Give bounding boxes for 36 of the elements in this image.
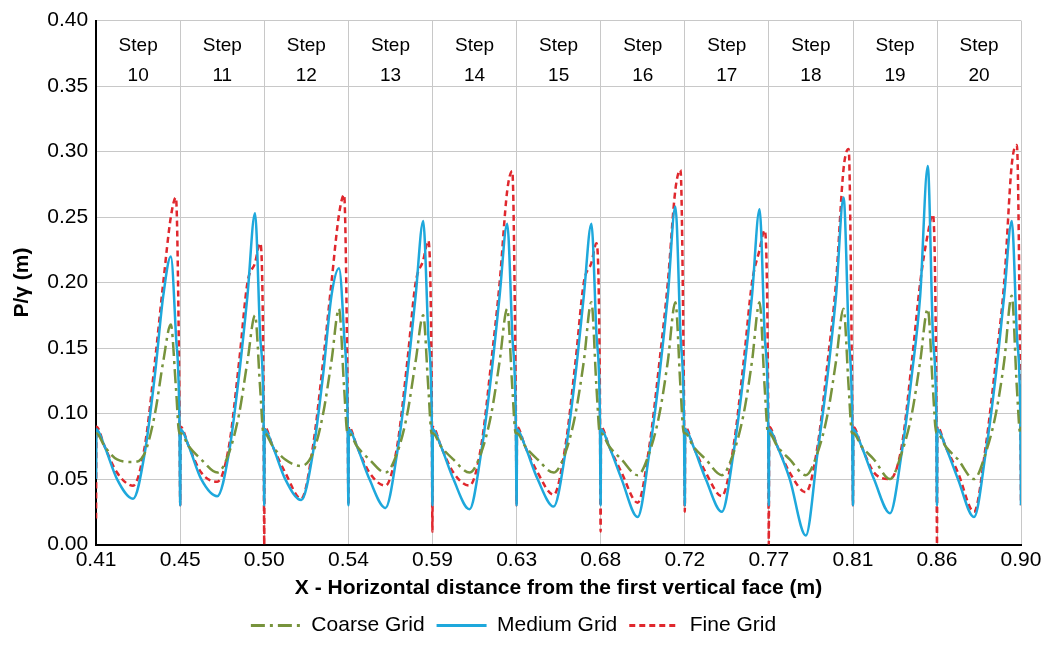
x-tick-label: 0.45 bbox=[159, 547, 201, 570]
legend-label: Medium Grid bbox=[497, 612, 618, 636]
annotation: Step 17 bbox=[707, 33, 747, 85]
x-tick-label: 0.72 bbox=[664, 547, 706, 570]
y-tick-label: 0.20 bbox=[47, 269, 89, 293]
x-tick-label: 0.68 bbox=[580, 547, 622, 570]
y-axis-title: P/γ (m) bbox=[9, 247, 33, 318]
annotation: Step 14 bbox=[454, 33, 495, 85]
x-tick-label: 0.54 bbox=[328, 547, 370, 570]
y-tick-label: 0.10 bbox=[47, 400, 89, 424]
line-series bbox=[96, 294, 1021, 481]
legend-label: Fine Grid bbox=[689, 612, 777, 636]
y-tick-label: 0.35 bbox=[47, 72, 89, 96]
y-tick-label: 0.05 bbox=[47, 465, 89, 489]
x-tick-label: 0.59 bbox=[412, 547, 453, 570]
annotation: Step 19 bbox=[875, 33, 915, 85]
x-axis-title: X - Horizontal distance from the first vertical face (m) bbox=[294, 575, 823, 599]
y-tick-label: 0.15 bbox=[47, 334, 89, 358]
y-tick-label: 0.25 bbox=[47, 203, 89, 227]
legend-label: Coarse Grid bbox=[311, 612, 425, 636]
annotation: Step 18 bbox=[791, 33, 831, 85]
x-tick-label: 0.90 bbox=[1000, 547, 1042, 570]
x-tick-label: 0.63 bbox=[496, 547, 538, 570]
x-tick-label: 0.86 bbox=[916, 547, 958, 570]
y-tick-label: 0.30 bbox=[47, 138, 89, 162]
annotation: Step 13 bbox=[370, 33, 410, 85]
annotation: Step 10 bbox=[118, 33, 158, 85]
annotation: Step 11 bbox=[202, 33, 242, 85]
y-tick-label: 0.40 bbox=[47, 7, 89, 31]
x-tick-label: 0.50 bbox=[243, 547, 285, 570]
annotation: Step 16 bbox=[623, 33, 663, 85]
x-tick-label: 0.81 bbox=[832, 547, 874, 570]
annotation: Step 12 bbox=[286, 33, 326, 85]
x-tick-label: 0.77 bbox=[748, 547, 790, 570]
annotation: Step 15 bbox=[539, 33, 579, 85]
annotation: Step 20 bbox=[959, 33, 999, 85]
